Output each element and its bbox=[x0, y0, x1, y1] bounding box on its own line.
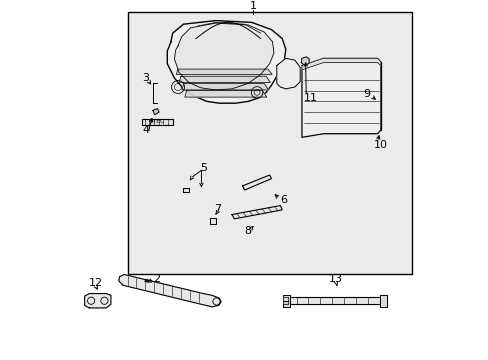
Text: 7: 7 bbox=[214, 204, 221, 214]
Polygon shape bbox=[380, 294, 386, 307]
Polygon shape bbox=[302, 58, 380, 137]
Text: 6: 6 bbox=[280, 195, 287, 205]
Text: 5: 5 bbox=[199, 163, 206, 173]
Polygon shape bbox=[301, 57, 308, 66]
Polygon shape bbox=[179, 76, 270, 82]
Polygon shape bbox=[184, 91, 266, 97]
Text: 12: 12 bbox=[88, 278, 102, 288]
Text: 10: 10 bbox=[373, 140, 387, 149]
Text: 9: 9 bbox=[362, 89, 369, 99]
Polygon shape bbox=[119, 275, 221, 307]
Polygon shape bbox=[142, 120, 172, 125]
Polygon shape bbox=[182, 84, 268, 90]
Polygon shape bbox=[231, 206, 282, 219]
Text: 4: 4 bbox=[142, 125, 149, 135]
Polygon shape bbox=[276, 58, 300, 89]
Text: 2: 2 bbox=[153, 274, 160, 284]
Text: 3: 3 bbox=[142, 73, 149, 83]
Polygon shape bbox=[153, 109, 159, 115]
Polygon shape bbox=[242, 175, 271, 190]
Polygon shape bbox=[176, 69, 272, 75]
Text: VTEC: VTEC bbox=[149, 120, 165, 124]
Polygon shape bbox=[302, 58, 380, 70]
Polygon shape bbox=[289, 297, 380, 304]
Polygon shape bbox=[183, 188, 188, 192]
Text: 13: 13 bbox=[328, 274, 343, 284]
Polygon shape bbox=[210, 218, 215, 224]
Polygon shape bbox=[84, 293, 111, 308]
Polygon shape bbox=[174, 23, 273, 90]
Polygon shape bbox=[283, 297, 287, 301]
Text: 8: 8 bbox=[244, 226, 251, 237]
Bar bbox=[127, 12, 411, 274]
Text: 11: 11 bbox=[304, 93, 317, 103]
Polygon shape bbox=[283, 301, 287, 304]
Polygon shape bbox=[167, 21, 285, 103]
Polygon shape bbox=[283, 294, 290, 307]
Text: 1: 1 bbox=[249, 1, 257, 11]
